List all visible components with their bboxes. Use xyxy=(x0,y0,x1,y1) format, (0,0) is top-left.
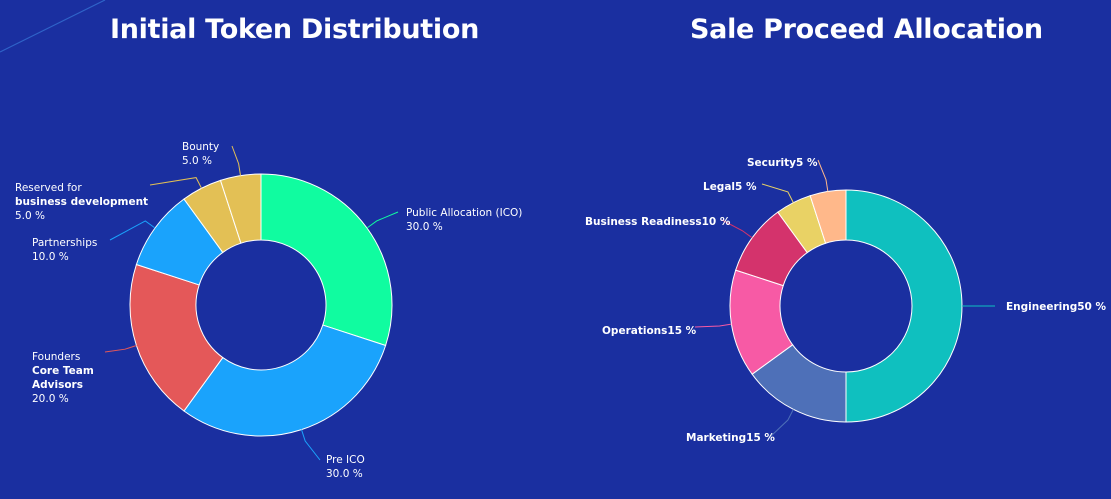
pie-slice-public-allocation-ico-[interactable] xyxy=(260,173,393,347)
label-value: 10 % xyxy=(701,216,731,228)
leader-line xyxy=(769,409,794,438)
pie-slice-engineering[interactable] xyxy=(845,189,963,423)
leader-line xyxy=(366,211,399,229)
data-label: Reserved for business development 5.0 % xyxy=(15,181,148,223)
label-value: 20.0 % xyxy=(32,393,69,405)
data-label: Bounty 5.0 % xyxy=(182,140,219,168)
label-name: Public Allocation (ICO) xyxy=(406,207,523,219)
chart-title-token-distribution: Initial Token Distribution xyxy=(110,14,480,45)
label-name: Pre ICO xyxy=(326,454,365,466)
data-label: Legal5 % xyxy=(703,180,757,194)
label-value: 15 % xyxy=(667,325,697,337)
label-name: Reserved for xyxy=(15,182,82,194)
label-name: Security xyxy=(747,157,797,169)
label-value: 5.0 % xyxy=(15,210,46,222)
data-label: Pre ICO 30.0 % xyxy=(326,453,365,481)
label-value: 5 % xyxy=(735,181,757,193)
leader-line xyxy=(109,220,156,241)
data-label: Security5 % xyxy=(747,156,818,170)
label-name: Business Readiness xyxy=(585,216,702,228)
data-label: Business Readiness10 % xyxy=(585,215,730,229)
label-value: 5 % xyxy=(796,157,818,169)
data-label: Public Allocation (ICO) 30.0 % xyxy=(406,206,522,234)
data-label: Marketing15 % xyxy=(686,431,775,445)
label-name: Marketing xyxy=(686,432,747,444)
data-label: Partnerships 10.0 % xyxy=(32,236,97,264)
label-name: Operations xyxy=(602,325,668,337)
label-name: business development xyxy=(15,196,149,208)
data-label: Engineering50 % xyxy=(1006,300,1106,314)
decorative-diagonal-line xyxy=(0,0,106,53)
label-name: Legal xyxy=(703,181,736,193)
label-name: Advisors xyxy=(32,379,83,391)
pie-slice-pre-ico[interactable] xyxy=(183,324,387,437)
leader-line xyxy=(761,183,794,203)
pie-slice-security[interactable] xyxy=(809,189,847,244)
label-name: Engineering xyxy=(1006,301,1078,313)
data-label: Operations15 % xyxy=(602,324,696,338)
chart-title-sale-proceed: Sale Proceed Allocation xyxy=(690,14,1043,45)
leader-line xyxy=(694,323,732,328)
leader-line xyxy=(104,345,137,353)
label-value: 10.0 % xyxy=(32,251,69,263)
label-value: 30.0 % xyxy=(326,468,363,480)
leader-line xyxy=(149,177,202,189)
label-name: Founders xyxy=(32,351,81,363)
label-name: Partnerships xyxy=(32,237,98,249)
leader-line xyxy=(721,219,753,239)
label-name: Bounty xyxy=(182,141,220,153)
label-value: 50 % xyxy=(1077,301,1107,313)
label-value: 15 % xyxy=(746,432,775,444)
label-value: 5.0 % xyxy=(182,155,213,167)
leader-line xyxy=(817,159,829,192)
leader-line xyxy=(231,145,242,176)
label-name: Core Team xyxy=(32,365,94,377)
pie-slice-founders-core-team-advisors[interactable] xyxy=(129,263,224,412)
data-label: Founders Core Team Advisors 20.0 % xyxy=(32,350,94,406)
label-value: 30.0 % xyxy=(406,221,443,233)
pie-slice-bounty[interactable] xyxy=(219,173,262,244)
leader-line xyxy=(301,429,321,461)
